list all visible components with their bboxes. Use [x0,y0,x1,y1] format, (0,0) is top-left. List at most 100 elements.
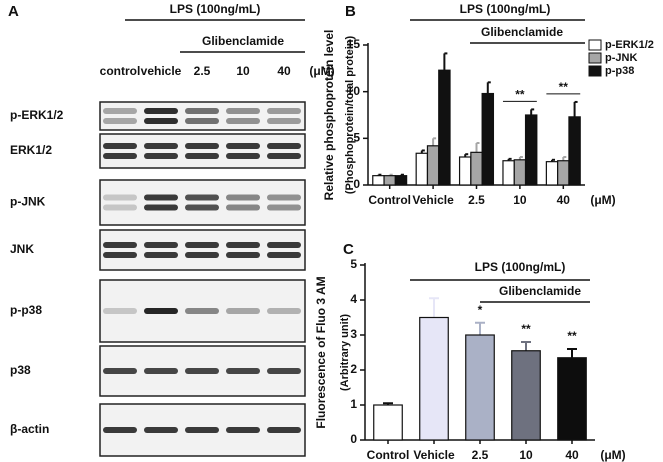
bar [481,92,495,186]
band [185,204,219,211]
lane-label: 10 [236,64,250,78]
lane-label: vehicle [141,64,182,78]
treatment-label: LPS (100ng/mL) [170,2,261,16]
row-label: p-JNK [10,195,46,209]
band [144,368,178,374]
significance: ** [521,322,531,336]
x-tick-label: Control [368,193,411,207]
unit-label: (μM) [590,193,615,207]
lane-label: control [100,64,141,78]
band [144,143,178,149]
row-label: p-p38 [10,303,42,317]
blot-box [99,101,306,131]
band [267,308,301,314]
band [144,427,178,433]
row-label: p-ERK1/2 [10,108,64,122]
band [226,368,260,374]
band [103,204,137,211]
band [267,194,301,201]
band [267,153,301,159]
x-tick-label: 40 [557,193,571,207]
y-tick-label: 4 [350,292,357,306]
lane-label: 40 [277,64,291,78]
bar [470,151,483,186]
bar [502,160,515,186]
blot-box [99,133,306,169]
y-tick-label: 5 [353,131,360,145]
y-tick-label: 1 [350,397,357,411]
legend-swatch [588,65,602,77]
x-tick-label: Control [367,448,410,462]
x-tick-label: 10 [519,448,533,462]
band [144,204,178,211]
bar [557,160,570,186]
x-tick-label: 10 [513,193,527,207]
row-label: β-actin [10,422,49,436]
blot-box [99,179,306,226]
band [226,118,260,124]
bar [415,152,429,186]
band [144,242,178,248]
y-axis-label: Relative phosphoprotein level [322,30,336,201]
drug-label: Glibenclamide [202,34,284,48]
band [226,194,260,201]
band [103,242,137,248]
treatment-label: LPS (100ng/mL) [475,260,566,274]
significance: * [478,303,483,317]
band [144,108,178,114]
band [185,427,219,433]
y-tick-label: 0 [353,177,360,191]
significance: ** [567,329,577,343]
band [226,143,260,149]
x-tick-label: Vehicle [413,448,455,462]
y-axis-label: (Phosphoprotein/total protein) [344,36,356,195]
treatment-label: LPS (100ng/mL) [460,2,551,16]
band [144,118,178,124]
bar [545,161,559,186]
band [226,204,260,211]
band [226,108,260,114]
legend-swatch [588,39,602,51]
band [226,242,260,248]
band [144,308,178,314]
y-tick-label: 3 [350,327,357,341]
bar [419,316,449,441]
band [267,204,301,211]
band [226,308,260,314]
band [185,242,219,248]
bar [394,175,408,186]
legend-label: p-p38 [605,65,634,77]
bar [438,69,451,186]
bar [426,145,440,186]
unit-label: (μM) [309,64,334,78]
band [103,153,137,159]
band [267,143,301,149]
band [267,242,301,248]
drug-label: Glibenclamide [499,284,581,298]
unit-label: (μM) [600,448,625,462]
band [267,108,301,114]
x-tick-label: 40 [565,448,579,462]
bar [465,334,495,441]
band [185,118,219,124]
band [185,143,219,149]
bar [511,350,541,441]
x-tick-label: Vehicle [412,193,454,207]
y-tick-label: 0 [350,432,357,446]
band [185,368,219,374]
band [185,153,219,159]
bar [458,156,472,186]
y-tick-label: 10 [347,84,361,98]
band [267,368,301,374]
band [185,194,219,201]
significance: ** [559,80,569,94]
row-label: JNK [10,242,34,256]
band [144,153,178,159]
band [226,153,260,159]
y-tick-label: 15 [347,37,361,51]
y-axis-label: (Arbitrary unit) [339,314,351,391]
panel-label: C [343,241,354,258]
y-tick-label: 2 [350,362,357,376]
lane-label: 2.5 [194,64,211,78]
